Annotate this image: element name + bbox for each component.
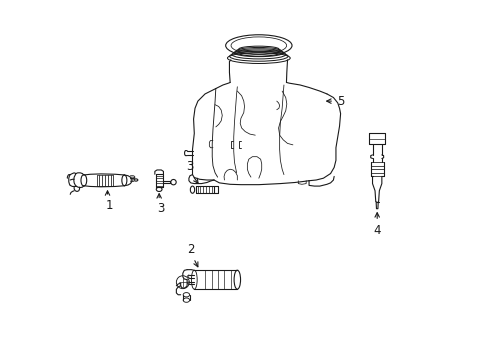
Text: 3: 3: [186, 160, 194, 173]
Text: 4: 4: [373, 224, 380, 237]
Text: 2: 2: [186, 243, 194, 256]
Text: 5: 5: [336, 95, 344, 108]
Text: 1: 1: [106, 199, 113, 212]
Text: 3: 3: [157, 202, 164, 215]
